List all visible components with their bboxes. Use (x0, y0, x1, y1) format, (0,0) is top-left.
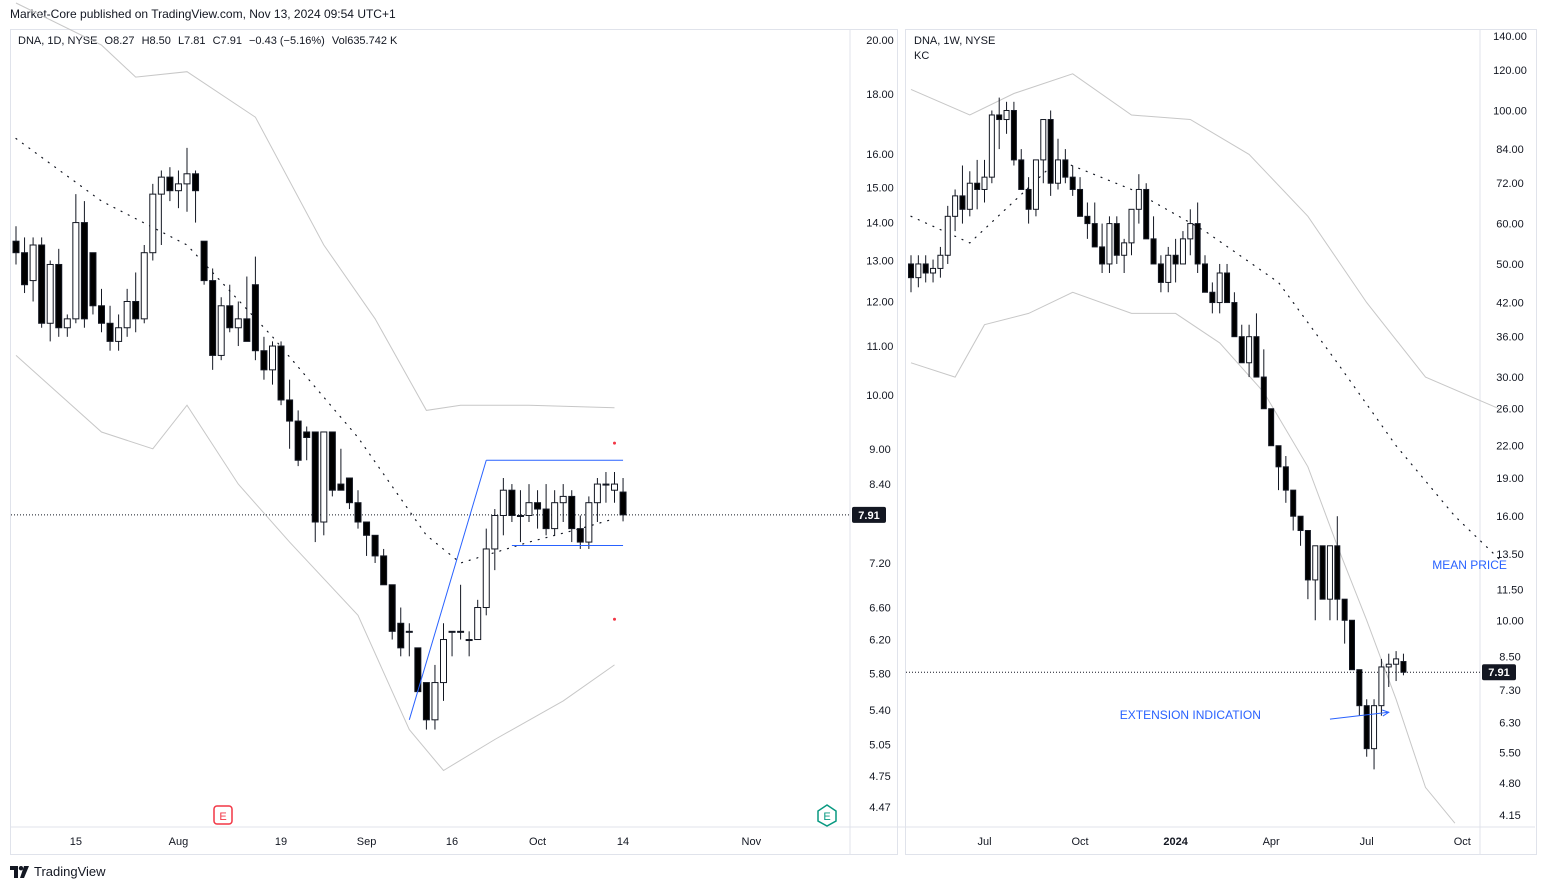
right-legend-symbol[interactable]: DNA, 1W, NYSE (914, 35, 996, 47)
left-legend-open: O8.27 (104, 35, 135, 47)
left-pane-frame (10, 29, 898, 855)
left-legend-symbol[interactable]: DNA, 1D, NYSE (18, 35, 98, 47)
left-legend-change: −0.43 (−5.16%) (249, 35, 325, 47)
right-legend-indicator[interactable]: KC (914, 50, 930, 62)
right-pane-frame (905, 29, 1537, 855)
tradingview-brand-label: TradingView (34, 864, 106, 879)
left-legend-low: L7.81 (177, 35, 206, 47)
right-legend: DNA, 1W, NYSE KC (914, 35, 995, 62)
tradingview-logo[interactable]: TradingView (10, 864, 106, 879)
published-header: Market-Core published on TradingView.com… (10, 7, 396, 21)
left-legend-volume: Vol635.742 K (331, 35, 398, 47)
left-legend: DNA, 1D, NYSE O8.27 H8.50 L7.81 C7.91 −0… (18, 35, 401, 47)
tradingview-logo-icon (10, 865, 29, 878)
left-legend-high: H8.50 (141, 35, 171, 47)
left-legend-close: C7.91 (212, 35, 242, 47)
